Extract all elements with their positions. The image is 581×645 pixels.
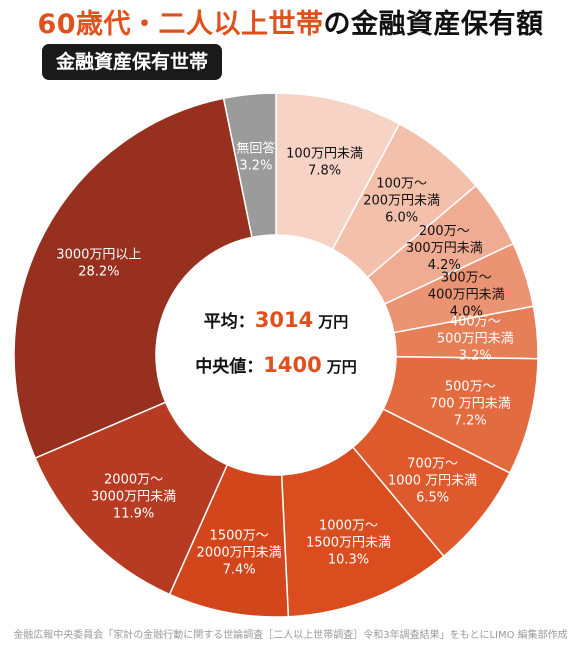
title-rest: の金融資産保有額 — [323, 9, 544, 40]
slice-label-0: 100万円未満 7.8% — [286, 146, 363, 178]
slice-label-2: 200万～ 300万円未満 4.2% — [406, 224, 483, 273]
average-unit: 万円 — [317, 313, 348, 331]
source-note: 金融広報中央委員会「家計の金融行動に関する世論調査［二人以上世帯調査］令和3年調… — [13, 630, 568, 641]
slice-label-11: 無回答 3.2% — [236, 141, 275, 174]
slice-label-9: 2000万～ 3000万円未満 11.9% — [91, 472, 176, 521]
slice-label-4: 400万～ 500万円未満 3.2% — [437, 315, 514, 364]
slice-label-5: 500万～ 700 万円未満 7.2% — [430, 380, 511, 429]
median-label: 中央値： — [195, 356, 263, 377]
slice-9 — [34, 401, 229, 596]
slice-11 — [222, 92, 277, 239]
slice-label-8: 1500万～ 2000万円未満 7.4% — [197, 529, 282, 578]
category-badge: 金融資産保有世帯 — [42, 44, 223, 80]
average-value: 3014 — [255, 308, 313, 332]
title-highlight: 60歳代・二人以上世帯 — [37, 9, 324, 40]
slice-label-6: 700万～ 1000 万円未満 6.5% — [388, 456, 477, 505]
slice-10 — [13, 97, 253, 460]
slice-label-7: 1000万～ 1500万円未満 10.3% — [306, 518, 391, 567]
slice-label-1: 100万～ 200万円未満 6.0% — [363, 176, 440, 225]
average-row: 平均：3014 万円 — [204, 308, 348, 332]
median-unit: 万円 — [326, 358, 357, 376]
slice-label-10: 3000万円以上 28.2% — [56, 248, 141, 280]
center-summary: 平均：3014 万円 中央値：1400 万円 — [195, 308, 356, 377]
average-label: 平均： — [204, 311, 255, 332]
slice-label-3: 300万～ 400万円未満 4.0% — [428, 270, 505, 319]
slice-labels: 100万円未満 7.8%100万～ 200万円未満 6.0%200万～ 300万円未満 4… — [56, 141, 513, 578]
median-value: 1400 — [263, 353, 321, 377]
donut-slices — [13, 92, 539, 618]
median-row: 中央値：1400 万円 — [195, 353, 356, 377]
chart-title: 60歳代・二人以上世帯の金融資産保有額 — [0, 2, 581, 41]
